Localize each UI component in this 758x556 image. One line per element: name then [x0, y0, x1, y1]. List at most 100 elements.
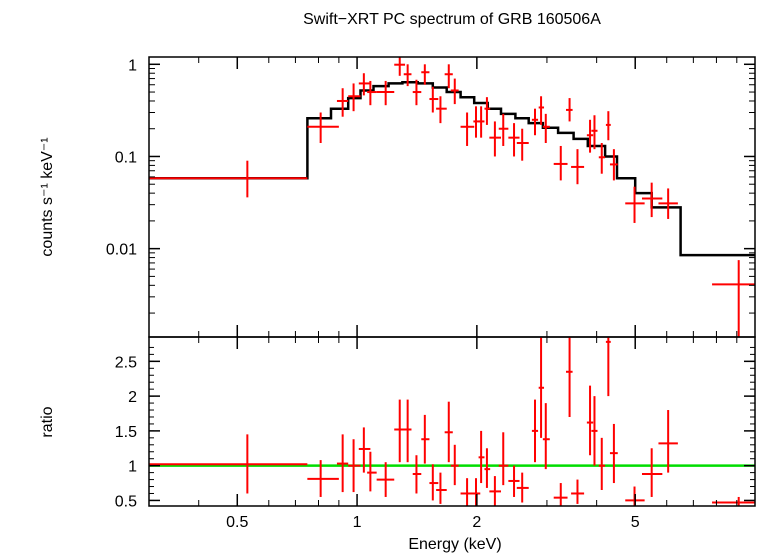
y-axis-label-ratio: ratio	[39, 406, 56, 437]
data-point	[412, 79, 422, 106]
ratio-point	[473, 478, 481, 506]
data-point	[542, 113, 550, 144]
ratio-tick-label: 0.5	[115, 493, 137, 510]
ratio-point	[149, 434, 308, 494]
data-point	[516, 128, 529, 161]
data-point	[609, 149, 618, 181]
y-tick-label: 1	[128, 57, 137, 74]
ratio-point	[478, 430, 485, 484]
data-point	[641, 182, 663, 218]
ratio-point	[531, 399, 539, 463]
data-point	[625, 186, 645, 223]
data-point	[553, 145, 568, 181]
data-point	[571, 149, 585, 185]
ratio-point	[444, 401, 453, 463]
ratio-point	[591, 396, 598, 466]
x-tick-label: 2	[472, 514, 481, 531]
ratio-point	[641, 448, 663, 497]
data-point	[478, 106, 485, 138]
ratio-point	[436, 472, 447, 504]
ratio-point	[412, 455, 422, 494]
ratio-point	[450, 444, 459, 486]
data-point	[586, 119, 594, 153]
data-point	[149, 160, 308, 198]
model-step-line	[149, 80, 755, 257]
ratio-points	[149, 337, 755, 506]
spectrum-plot-frame	[148, 56, 756, 338]
ratio-point	[566, 337, 573, 417]
y-axis-label-counts: counts s⁻¹ keV⁻¹	[39, 137, 56, 256]
data-point	[336, 88, 349, 117]
ratio-point	[571, 479, 585, 504]
ratio-point	[553, 483, 568, 506]
data-point	[421, 64, 430, 85]
ratio-point	[542, 403, 550, 470]
ratio-tick-label: 2.5	[115, 354, 137, 371]
data-point	[436, 96, 447, 124]
ratio-point	[605, 337, 611, 397]
data-point	[605, 111, 611, 141]
x-tick-label: 0.5	[226, 514, 248, 531]
ratio-point	[598, 437, 606, 491]
data-point	[450, 78, 459, 105]
ratio-point	[538, 337, 545, 438]
ratio-point	[348, 439, 361, 493]
ratio-point	[429, 464, 439, 501]
data-point	[348, 83, 361, 112]
y-ticks: 1 0.1 0.01	[106, 57, 755, 314]
ratio-point	[394, 399, 406, 463]
data-point	[531, 108, 539, 136]
ratio-point	[460, 478, 475, 506]
ratio-point	[358, 427, 371, 473]
data-point	[307, 112, 339, 144]
data-point	[658, 188, 678, 219]
x-tick-label: 1	[353, 514, 362, 531]
ratio-point	[307, 460, 339, 497]
ratio-point	[516, 472, 529, 503]
ratio-point	[498, 432, 509, 486]
x-ticks: 0.5 1 2 5	[148, 57, 756, 531]
data-point	[429, 86, 439, 113]
data-point	[598, 143, 606, 174]
data-point	[403, 64, 412, 87]
x-tick-label: 5	[631, 514, 640, 531]
ratio-point	[403, 399, 412, 463]
ratio-tick-label: 1.5	[115, 424, 137, 441]
ratio-point	[586, 385, 594, 456]
data-point	[489, 121, 502, 157]
data-point	[498, 113, 509, 146]
ratio-point	[489, 476, 502, 506]
data-point	[508, 123, 520, 157]
ratio-point	[367, 451, 377, 492]
data-point	[367, 80, 377, 106]
y-tick-label: 0.1	[115, 149, 137, 166]
ratio-point	[658, 410, 678, 473]
ratio-point	[376, 462, 395, 497]
y-tick-label: 0.01	[106, 242, 137, 259]
ratio-point	[609, 423, 618, 484]
data-point	[484, 97, 491, 125]
data-point	[591, 115, 598, 150]
data-point	[460, 112, 475, 146]
ratio-tick-label: 1	[128, 459, 137, 476]
data-points	[149, 57, 755, 337]
ratio-tick-label: 2	[128, 389, 137, 406]
ratio-point	[508, 465, 520, 497]
data-point	[358, 73, 371, 96]
ratio-point	[421, 414, 430, 464]
spectrum-panel: 1 0.1 0.01	[106, 56, 756, 338]
ratio-panel: 0.5 1 1.5 2 2.5 0.5 1 2 5	[115, 57, 756, 531]
data-point	[712, 260, 755, 337]
data-point	[566, 98, 573, 122]
ratio-point	[712, 496, 755, 506]
data-point	[394, 57, 406, 76]
data-point	[444, 64, 453, 89]
data-point	[376, 80, 395, 106]
ratio-point	[336, 434, 349, 493]
data-point	[538, 96, 545, 125]
ratio-plot-frame	[148, 336, 756, 507]
model-curve	[149, 80, 755, 257]
chart-title: Swift−XRT PC spectrum of GRB 160506A	[303, 11, 601, 28]
ratio-point	[484, 448, 491, 488]
